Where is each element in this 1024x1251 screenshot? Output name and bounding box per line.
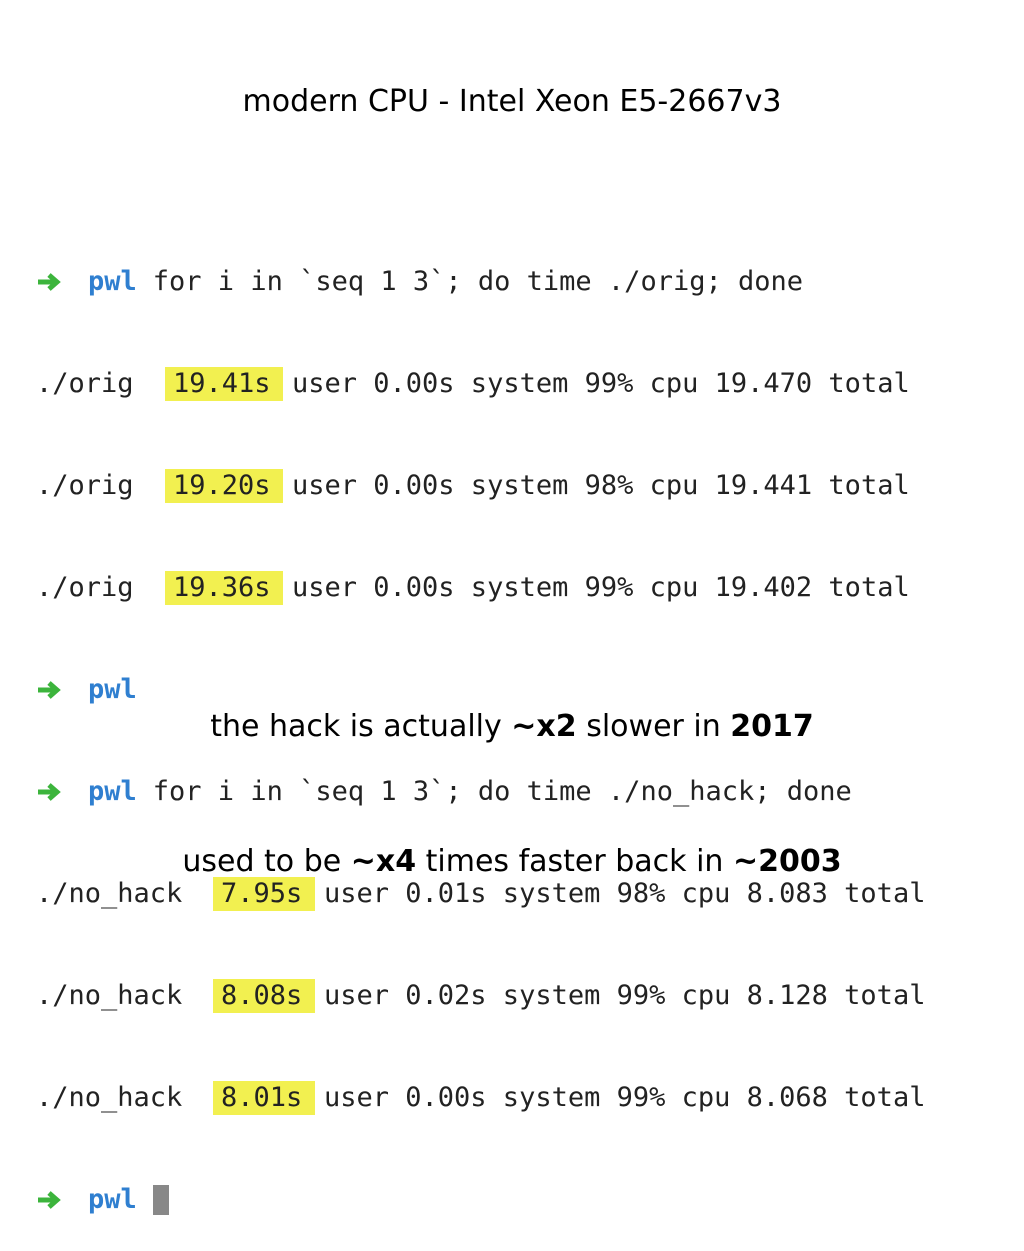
time: 19.41s [165,367,283,401]
output: user 0.00s system 98% cpu 19.441 total [292,470,910,501]
program: ./orig [36,572,134,603]
prompt: pwl [88,674,137,705]
note-emphasis: ~x2 [511,709,577,744]
output-line: ./no_hack 8.01s user 0.00s system 99% cpu … [36,1081,925,1115]
output: user 0.02s system 99% cpu 8.128 total [324,980,926,1011]
prompt: pwl [88,266,137,297]
note-line: the hack is actually ~x2 slower in 2017 [0,704,1024,749]
note-line: used to be ~x4 times faster back in ~200… [0,839,1024,884]
output-line: ./orig 19.41s user 0.00s system 99% cpu 19… [36,367,925,401]
program: ./no_hack [36,1082,183,1113]
time: 19.20s [165,469,283,503]
program: ./orig [36,470,134,501]
output-line: ./orig 19.20s user 0.00s system 98% cpu 19… [36,469,925,503]
prompt-arrow [38,681,61,699]
program: ./no_hack [36,980,183,1011]
output: user 0.00s system 99% cpu 19.402 total [292,572,910,603]
time: 19.36s [165,571,283,605]
note-emphasis: 2017 [730,709,814,744]
note-text: times faster back in [416,844,733,879]
output: user 0.00s system 99% cpu 8.068 total [324,1082,926,1113]
prompt-line: pwl for i in `seq 1 3`; do time ./orig; d… [36,265,925,299]
slide-title: modern CPU - Intel Xeon E5-2667v3 [242,84,782,119]
prompt-line: pwl [36,1183,925,1217]
note-emphasis: ~x4 [350,844,417,879]
prompt-arrow [38,1191,61,1209]
time: 8.08s [213,979,315,1013]
prompt: pwl [88,1184,137,1215]
program: ./orig [36,368,134,399]
output: user 0.00s system 99% cpu 19.470 total [292,368,910,399]
prompt-line: pwl [36,673,925,707]
cursor [152,1185,169,1215]
output-line: ./orig 19.36s user 0.00s system 99% cpu 19… [36,571,925,605]
output-line: ./no_hack 8.08s user 0.02s system 99% cpu … [36,979,925,1013]
command: for i in `seq 1 3`; do time ./orig; done [152,266,803,297]
time: 8.01s [213,1081,315,1115]
note-text: the hack is actually [210,709,512,744]
note-text: used to be [182,844,351,879]
note-emphasis: ~2003 [732,844,842,879]
notes: the hack is actually ~x2 slower in 2017 … [0,614,1024,929]
note-text: slower in [576,709,731,744]
slide: modern CPU - Intel Xeon E5-2667v3 pwl for… [36,84,926,1215]
prompt-arrow [38,273,61,291]
